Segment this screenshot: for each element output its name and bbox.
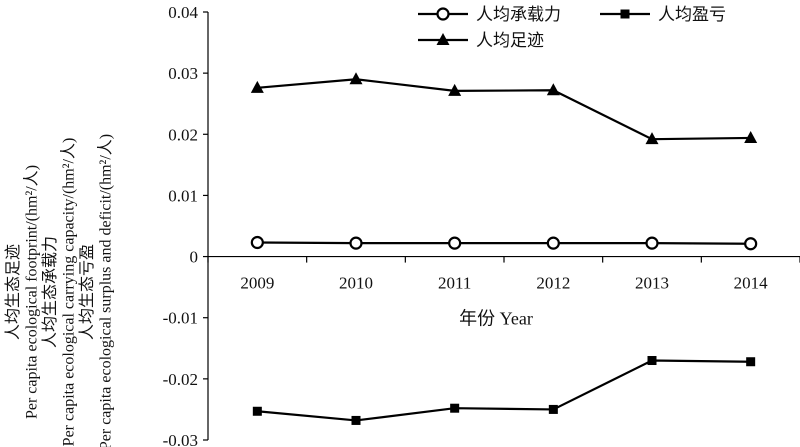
y-axis-label: 人均生态足迹 Per capita ecological footprint/(h… [3,134,115,447]
data-point-triangle [349,72,363,85]
y-axis-label-line: Per capita ecological carrying capacity/… [60,138,78,447]
x-tick-label: 2013 [635,274,669,293]
y-tick-label: 0.01 [168,186,198,205]
data-point-circle [744,237,758,251]
y-tick-label: -0.02 [163,370,198,389]
data-point-triangle [448,83,462,96]
x-tick-label: 2011 [438,274,471,293]
legend-marker-triangle [436,33,450,45]
series-group [250,72,758,425]
data-point-triangle [744,130,758,143]
data-point-triangle [645,132,659,145]
series-line-square [257,359,751,422]
y-axis-label-line: 人均生态足迹 [3,244,22,340]
x-axis-label: 年份 Year [459,309,533,329]
y-tick-labels: 0.04 0.03 0.02 0.01 0 -0.01 -0.02 -0.03 [163,3,199,447]
data-point-triangle [250,80,264,93]
y-axis-label-line: Per capita ecological footprint/(hm²/人) [23,165,41,419]
y-tick-label: 0.04 [168,3,198,22]
y-tick-label: 0.03 [168,64,198,83]
series-square [252,356,756,425]
data-point-square [351,415,361,425]
legend-item-square: 人均盈亏 [600,5,726,25]
legend-item-triangle: 人均足迹 [418,31,544,51]
data-point-square [450,403,460,413]
series-triangle [250,72,758,145]
y-axis-label-line: Per capita ecological surplus and defici… [97,134,115,447]
x-tick-label: 2009 [240,274,274,293]
data-point-square [746,357,756,367]
legend-marker-circle [436,7,450,21]
y-axis-label-line: 人均生态亏盈 [77,244,96,340]
data-point-square [548,404,558,414]
x-tick-label: 2012 [536,274,570,293]
data-point-circle [250,235,264,250]
x-tick-label: 2014 [734,274,769,293]
legend-label: 人均足迹 [476,31,544,51]
data-point-circle [645,236,659,250]
data-point-square [252,406,262,416]
legend-item-circle: 人均承载力 [418,5,561,25]
data-point-triangle [546,83,560,96]
y-tick-label: -0.01 [163,309,198,328]
x-tick-labels: 2009 2010 2011 2012 2013 2014 [240,274,768,293]
data-point-circle [349,236,363,250]
axes [203,11,800,441]
data-point-square [647,356,657,366]
y-axis-label-line: 人均生态承载力 [40,236,59,348]
y-tick-label: 0 [190,248,199,267]
data-point-circle [546,236,560,250]
data-point-circle [448,236,462,250]
series-line-triangle [257,78,751,141]
legend-label: 人均盈亏 [658,5,726,25]
x-tick-label: 2010 [339,274,373,293]
series-line-circle [257,241,751,245]
legend-marker-square [620,9,630,19]
legend-label: 人均承载力 [476,5,561,25]
y-tick-label: 0.02 [168,125,198,144]
y-tick-label: -0.03 [163,431,198,447]
series-circle [250,235,758,251]
